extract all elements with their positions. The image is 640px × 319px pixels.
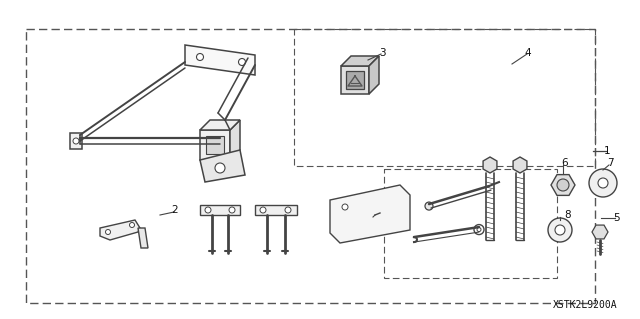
Polygon shape xyxy=(200,150,245,182)
Bar xyxy=(26,29,595,303)
Text: 6: 6 xyxy=(562,158,568,168)
Circle shape xyxy=(229,207,235,213)
Bar xyxy=(294,29,595,166)
Polygon shape xyxy=(200,120,240,130)
Polygon shape xyxy=(185,45,255,75)
Text: 7: 7 xyxy=(607,158,613,168)
Text: 4: 4 xyxy=(525,48,531,58)
Circle shape xyxy=(106,229,111,234)
Circle shape xyxy=(425,202,433,210)
Text: 2: 2 xyxy=(172,205,179,215)
Polygon shape xyxy=(346,71,364,89)
Text: 1: 1 xyxy=(604,146,611,156)
Circle shape xyxy=(557,179,569,191)
Circle shape xyxy=(589,169,617,197)
Polygon shape xyxy=(330,185,410,243)
Polygon shape xyxy=(100,220,140,240)
Polygon shape xyxy=(592,225,608,239)
Circle shape xyxy=(239,58,246,65)
Circle shape xyxy=(215,163,225,173)
Polygon shape xyxy=(483,157,497,173)
Polygon shape xyxy=(206,136,224,154)
Bar xyxy=(384,169,557,278)
Polygon shape xyxy=(230,120,240,160)
Polygon shape xyxy=(70,133,82,149)
Circle shape xyxy=(342,204,348,210)
Circle shape xyxy=(548,218,572,242)
Polygon shape xyxy=(138,228,148,248)
Polygon shape xyxy=(255,205,297,215)
Polygon shape xyxy=(551,174,575,196)
Text: XSTK2L9200A: XSTK2L9200A xyxy=(553,300,618,310)
Circle shape xyxy=(285,207,291,213)
Text: 5: 5 xyxy=(612,213,620,223)
Circle shape xyxy=(205,207,211,213)
Polygon shape xyxy=(200,205,240,215)
Circle shape xyxy=(196,54,204,61)
Polygon shape xyxy=(341,56,379,66)
Text: 8: 8 xyxy=(564,210,572,220)
Polygon shape xyxy=(369,56,379,94)
Circle shape xyxy=(555,225,565,235)
Text: 3: 3 xyxy=(379,48,385,58)
Circle shape xyxy=(598,178,608,188)
Polygon shape xyxy=(513,157,527,173)
Polygon shape xyxy=(200,130,230,160)
Circle shape xyxy=(129,222,134,227)
Polygon shape xyxy=(341,66,369,94)
Circle shape xyxy=(73,138,79,144)
Circle shape xyxy=(260,207,266,213)
